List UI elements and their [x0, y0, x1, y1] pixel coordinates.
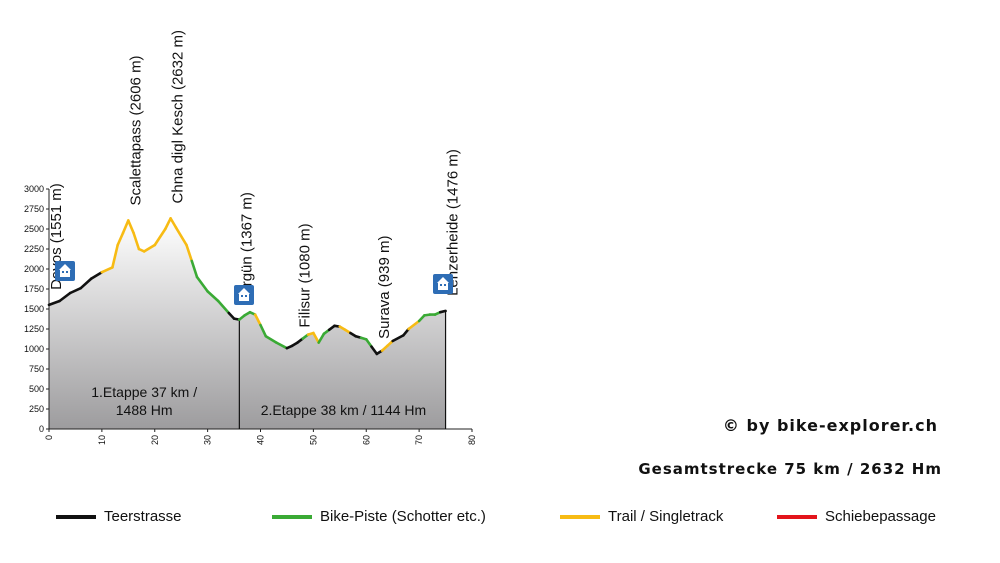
- x-tick-label: 50: [308, 435, 318, 445]
- elevation-area: [49, 218, 446, 429]
- axes: 0250500750100012501500175020002250250027…: [24, 184, 477, 445]
- profile-segment-road: [438, 309, 447, 314]
- profile-segment-trail: [164, 217, 172, 231]
- legend-item-push: Schiebepassage: [777, 508, 936, 525]
- legend-item-road: Teerstrasse: [56, 508, 182, 525]
- profile-segment-piste: [317, 332, 326, 344]
- legend-swatch-trail: [560, 514, 600, 519]
- y-tick-label: 3000: [24, 184, 44, 194]
- stage-labels: 1.Etappe 37 km / 1488 Hm 2.Etappe 38 km / …: [91, 384, 426, 418]
- x-tick-label: 70: [414, 435, 424, 445]
- stage-1-label: 1488 Hm: [116, 402, 173, 418]
- legend-label-push: Schiebepassage: [825, 508, 936, 525]
- profile-segment-road: [68, 286, 82, 295]
- house-icon: [234, 285, 254, 305]
- legend-item-trail: Trail / Singletrack: [560, 508, 723, 525]
- profile-segment-trail: [116, 231, 125, 247]
- profile-segment-trail: [127, 219, 135, 235]
- profile-segment-trail: [169, 217, 178, 229]
- x-tick-label: 40: [256, 435, 266, 445]
- profile-fill: [49, 218, 446, 429]
- profile-segment-trail: [121, 219, 130, 235]
- profile-segment-road: [401, 327, 410, 337]
- y-tick-label: 1000: [24, 344, 44, 354]
- legend-swatch-road: [56, 514, 96, 519]
- profile-segment-trail: [407, 319, 421, 331]
- profile-segment-piste: [195, 275, 209, 293]
- profile-segment-trail: [153, 227, 167, 247]
- profile-segment-trail: [132, 231, 141, 251]
- profile-segment-trail: [142, 243, 157, 253]
- profile-segment-piste: [216, 299, 231, 315]
- legend-label-trail: Trail / Singletrack: [608, 508, 724, 525]
- profile-segment-piste: [264, 334, 278, 344]
- profile-segment-trail: [312, 331, 321, 344]
- hotel-markers: [55, 261, 453, 305]
- place-label: Filisur (1080 m): [297, 223, 314, 327]
- profile-segment-road: [391, 334, 405, 343]
- profile-segment-road: [370, 345, 379, 356]
- y-tick-label: 1250: [24, 324, 44, 334]
- profile-segment-trail: [174, 226, 188, 247]
- legend-label-piste: Bike-Piste (Schotter etc.): [320, 508, 486, 525]
- stage-2-label: 2.Etappe 38 km / 1144 Hm: [261, 402, 427, 418]
- house-icon: [433, 274, 453, 294]
- legend-item-piste: Bike-Piste (Schotter etc.): [272, 508, 486, 525]
- copyright-text: © by bike-explorer.ch: [722, 416, 938, 435]
- y-tick-label: 0: [39, 424, 44, 434]
- x-tick-label: 30: [203, 435, 213, 445]
- place-label: Surava (939 m): [376, 236, 393, 339]
- profile-segment-road: [90, 270, 104, 280]
- profile-segment-piste: [364, 338, 373, 348]
- y-tick-label: 2500: [24, 224, 44, 234]
- y-tick-label: 2750: [24, 204, 44, 214]
- y-tick-label: 750: [29, 364, 44, 374]
- profile-segment-piste: [275, 341, 289, 350]
- x-tick-label: 10: [97, 435, 107, 445]
- y-tick-label: 2250: [24, 244, 44, 254]
- y-tick-label: 2000: [24, 264, 44, 274]
- y-tick-label: 1750: [24, 284, 44, 294]
- legend: Teerstrasse Bike-Piste (Schotter etc.) T…: [0, 508, 1000, 528]
- profile-segment-trail: [185, 243, 194, 263]
- profile-segment-piste: [190, 259, 199, 279]
- x-tick-label: 60: [361, 435, 371, 445]
- stage-1-label: 1.Etappe 37 km /: [91, 384, 197, 400]
- profile-segment-road: [79, 277, 93, 290]
- x-tick-label: 0: [44, 435, 54, 440]
- place-label: Scalettapass (2606 m): [127, 55, 144, 205]
- place-label: Bergün (1367 m): [238, 192, 255, 305]
- profile-segment-trail: [111, 243, 119, 269]
- x-tick-label: 80: [467, 435, 477, 445]
- place-label: Chna digl Kesch (2632 m): [170, 30, 187, 203]
- profile-segment-piste: [206, 290, 220, 303]
- legend-swatch-push: [777, 514, 817, 519]
- y-tick-label: 500: [29, 384, 44, 394]
- profile-segment-trail: [253, 313, 262, 327]
- profile-segment-road: [58, 291, 72, 303]
- total-distance-text: Gesamtstrecke 75 km / 2632 Hm: [638, 460, 942, 478]
- profile-segment-trail: [100, 266, 114, 274]
- profile-segment-piste: [259, 323, 268, 338]
- place-labels: Davos (1551 m)Scalettapass (2606 m) Chna …: [48, 30, 462, 339]
- place-label: Lenzerheide (1476 m): [445, 149, 462, 296]
- house-icon: [55, 261, 75, 281]
- legend-label-road: Teerstrasse: [104, 508, 182, 525]
- y-tick-label: 1500: [24, 304, 44, 314]
- profile-line: [47, 217, 447, 356]
- y-tick-label: 250: [29, 404, 44, 414]
- x-tick-label: 20: [150, 435, 160, 445]
- legend-swatch-piste: [272, 514, 312, 519]
- profile-segment-road: [47, 299, 61, 307]
